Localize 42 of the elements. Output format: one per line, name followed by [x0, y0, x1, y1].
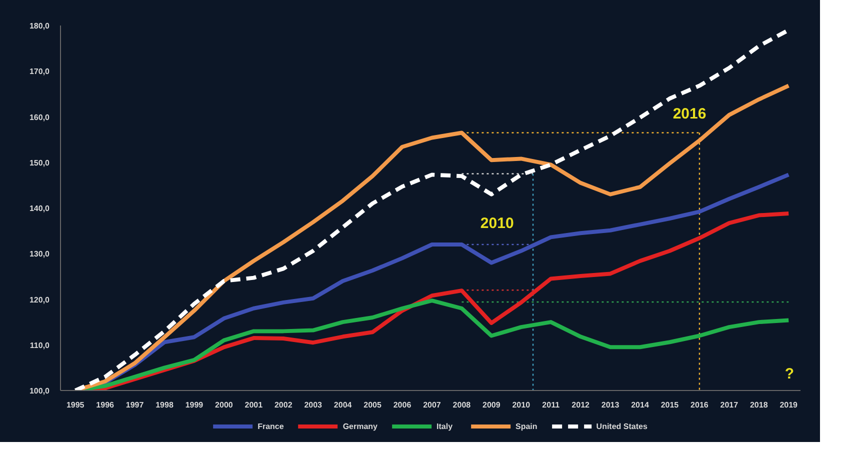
y-tick-label: 130,0	[29, 250, 50, 259]
x-tick-label: 2006	[393, 400, 412, 410]
x-tick-label: 2007	[423, 400, 442, 410]
x-tick-label: 2013	[601, 400, 620, 410]
legend-label: Italy	[436, 422, 454, 430]
x-tick-label: 2000	[215, 400, 234, 410]
x-tick-label: 2002	[274, 400, 293, 410]
x-tick-label: 2003	[304, 400, 323, 410]
x-tick-label: 1996	[96, 400, 115, 410]
x-tick-label: 1999	[185, 400, 204, 410]
x-tick-label: 2008	[452, 400, 472, 410]
y-tick-label: 120,0	[29, 295, 50, 304]
x-tick-label: 2016	[690, 400, 709, 410]
legend-label: Spain	[516, 422, 538, 430]
y-tick-label: 100,0	[29, 386, 50, 396]
x-tick-label: 2019	[780, 400, 798, 410]
x-tick-label: 2010	[512, 400, 531, 410]
y-tick-label: 160,0	[29, 112, 50, 122]
x-tick-label: 2012	[572, 400, 590, 410]
legend-label: United States	[596, 422, 648, 430]
x-tick-label: 2009	[482, 400, 501, 410]
y-tick-label: 180,0	[29, 22, 50, 30]
x-tick-label: 2014	[631, 400, 650, 410]
x-tick-label: 2015	[660, 400, 680, 410]
y-tick-label: 150,0	[29, 158, 50, 168]
x-tick-label: 2001	[244, 400, 264, 410]
y-tick-label: 110,0	[30, 340, 50, 350]
x-tick-label: 2017	[720, 400, 739, 410]
x-tick-label: 1998	[156, 400, 174, 410]
annotation: 2016	[672, 106, 706, 123]
y-tick-label: 170,0	[29, 67, 50, 76]
y-tick-label: 140,0	[29, 204, 50, 213]
annotation: ?	[784, 366, 794, 383]
annotation: 2010	[480, 215, 514, 232]
x-tick-label: 2004	[334, 400, 352, 410]
x-tick-label: 1997	[126, 400, 144, 410]
x-tick-label: 2018	[750, 400, 768, 410]
x-tick-label: 2005	[364, 400, 382, 410]
x-tick-label: 1995	[66, 400, 85, 410]
x-tick-label: 2011	[542, 400, 560, 410]
legend-label: Germany	[342, 422, 378, 430]
legend-label: France	[258, 422, 284, 430]
